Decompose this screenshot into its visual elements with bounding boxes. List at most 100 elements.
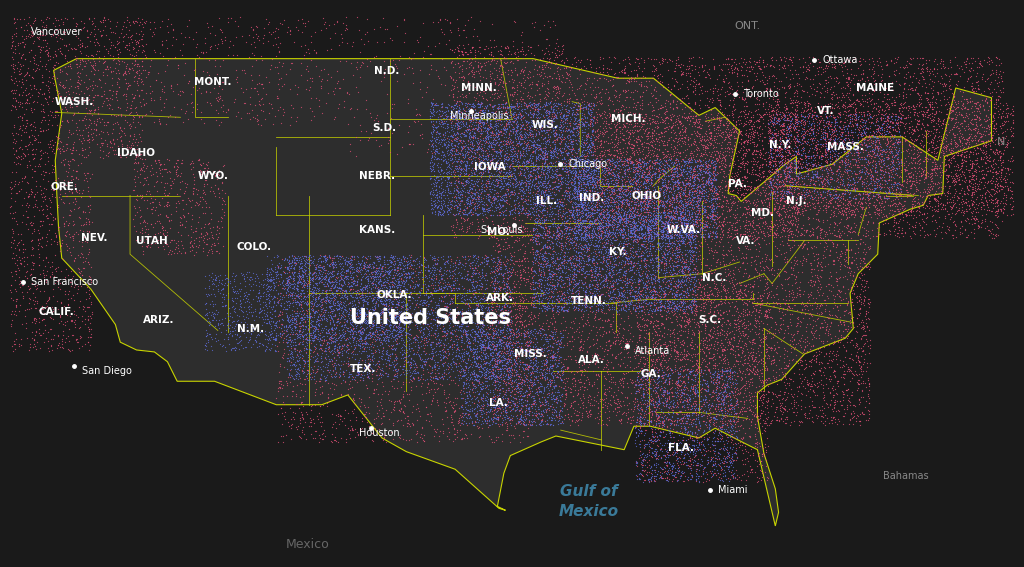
Point <box>614 388 631 397</box>
Point <box>652 104 669 113</box>
Point <box>489 103 506 112</box>
Point <box>496 214 512 223</box>
Point <box>454 185 470 194</box>
Point <box>307 344 324 353</box>
Point <box>567 174 584 183</box>
Point <box>499 179 515 188</box>
Point <box>510 378 526 387</box>
Point <box>519 211 536 220</box>
Point <box>498 380 514 389</box>
Point <box>899 166 915 175</box>
Point <box>949 145 966 154</box>
Point <box>638 81 654 90</box>
Point <box>574 156 591 165</box>
Point <box>367 279 383 288</box>
Point <box>615 122 632 131</box>
Point <box>793 173 809 182</box>
Point <box>625 295 641 304</box>
Point <box>490 377 507 386</box>
Point <box>646 287 663 296</box>
Point <box>359 255 376 264</box>
Point <box>687 451 703 460</box>
Point <box>480 176 497 185</box>
Point <box>445 165 462 174</box>
Point <box>671 139 687 149</box>
Point <box>557 261 573 270</box>
Point <box>531 262 548 271</box>
Point <box>612 282 629 291</box>
Point <box>301 334 317 343</box>
Point <box>692 164 709 173</box>
Point <box>566 280 583 289</box>
Point <box>948 100 965 109</box>
Point <box>570 248 587 257</box>
Point <box>630 385 646 394</box>
Point <box>645 226 662 235</box>
Point <box>630 134 646 143</box>
Point <box>676 173 692 182</box>
Point <box>494 207 510 216</box>
Point <box>114 141 130 150</box>
Point <box>855 115 871 124</box>
Point <box>278 309 294 318</box>
Point <box>728 167 744 176</box>
Point <box>812 204 828 213</box>
Point <box>575 204 592 213</box>
Point <box>699 187 716 196</box>
Point <box>205 302 221 311</box>
Point <box>956 117 973 126</box>
Point <box>680 263 696 272</box>
Point <box>901 219 918 228</box>
Point <box>714 464 730 473</box>
Point <box>232 326 249 335</box>
Point <box>417 289 433 298</box>
Point <box>992 177 1009 186</box>
Point <box>861 189 878 198</box>
Point <box>59 156 76 165</box>
Point <box>648 397 665 407</box>
Point <box>872 122 889 131</box>
Point <box>291 294 307 303</box>
Point <box>984 147 1000 156</box>
Point <box>440 205 457 214</box>
Point <box>260 276 276 285</box>
Point <box>281 356 297 365</box>
Point <box>310 327 327 336</box>
Point <box>752 240 768 249</box>
Point <box>438 303 455 312</box>
Point <box>785 163 802 172</box>
Point <box>662 91 678 100</box>
Point <box>558 272 574 281</box>
Point <box>600 231 616 240</box>
Point <box>918 166 934 175</box>
Point <box>772 323 788 332</box>
Point <box>711 353 727 362</box>
Point <box>691 218 708 227</box>
Point <box>870 156 887 166</box>
Point <box>549 113 565 122</box>
Point <box>530 128 547 137</box>
Point <box>566 294 583 303</box>
Point <box>431 266 447 275</box>
Point <box>742 116 759 125</box>
Point <box>383 304 399 313</box>
Point <box>938 170 954 179</box>
Point <box>413 285 429 294</box>
Point <box>457 251 473 260</box>
Point <box>502 348 518 357</box>
Point <box>833 122 849 132</box>
Point <box>615 243 632 252</box>
Point <box>49 239 66 248</box>
Point <box>19 259 36 268</box>
Point <box>511 260 527 269</box>
Point <box>359 352 376 361</box>
Point <box>472 431 488 440</box>
Point <box>643 306 659 315</box>
Point <box>693 200 710 209</box>
Point <box>479 317 496 326</box>
Point <box>640 229 656 238</box>
Point <box>517 413 534 422</box>
Point <box>600 230 616 239</box>
Point <box>663 167 679 176</box>
Point <box>934 187 950 196</box>
